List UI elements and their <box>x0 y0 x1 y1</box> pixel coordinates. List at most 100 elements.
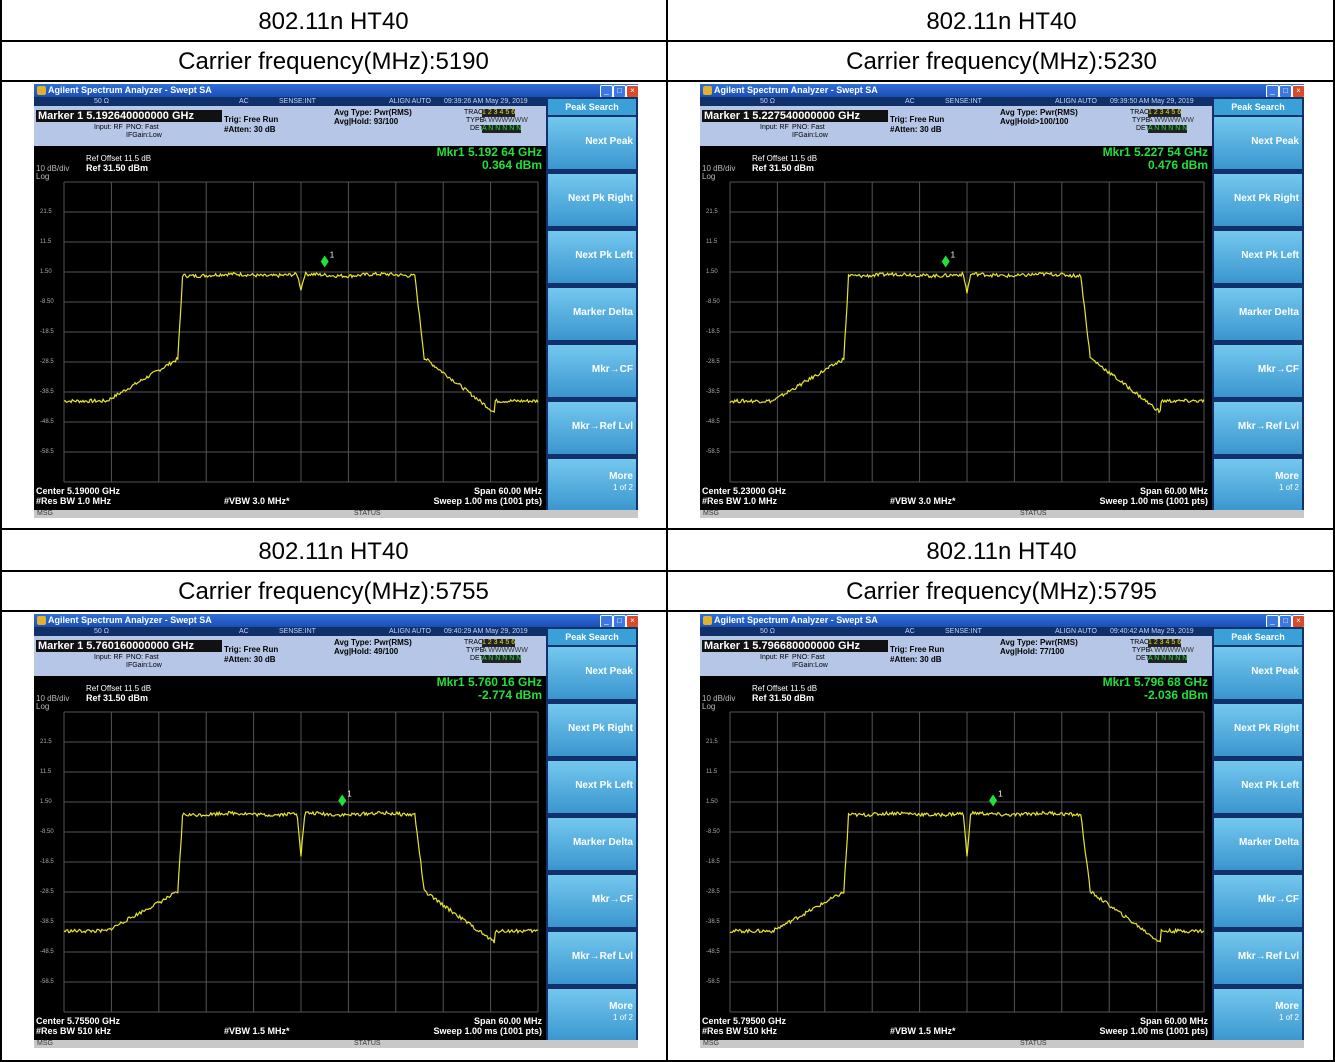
marker-frequency-box[interactable]: Marker 1 5.760160000000 GHz <box>36 640 222 652</box>
y-axis-tick-label: -38.5 <box>40 389 54 395</box>
vbw-text: #VBW 3.0 MHz* <box>890 496 956 506</box>
coupling-text: AC <box>905 98 915 105</box>
span-text: Span 60.00 MHz <box>473 1016 542 1026</box>
softkey-more[interactable]: More 1 of 2 <box>1214 989 1302 1041</box>
softkey-next-peak[interactable]: Next Peak <box>1214 117 1302 169</box>
softkey-label: More <box>609 471 633 482</box>
span-text: Span 60.00 MHz <box>1139 486 1208 496</box>
marker-readout-frequency: Mkr1 5.760 16 GHz <box>436 675 542 689</box>
marker-frequency-box[interactable]: Marker 1 5.192640000000 GHz <box>36 110 222 122</box>
sense-text: SENSE:INT <box>279 98 316 105</box>
softkey-next-pk-left[interactable]: Next Pk Left <box>548 761 636 813</box>
minimize-button[interactable]: _ <box>1266 85 1279 98</box>
status-strip: 50 Ω AC SENSE:INT ALIGN AUTO 09:39:26 AM May… <box>34 97 546 106</box>
softkey-more[interactable]: More 1 of 2 <box>548 989 636 1041</box>
window-title: Agilent Spectrum Analyzer - Swept SA <box>714 85 878 95</box>
det-label: DET <box>1136 125 1150 132</box>
spectrum-analyzer-window: Agilent Spectrum Analyzer - Swept SA _ □ × 5… <box>700 84 1304 518</box>
spectrum-trace <box>63 810 539 944</box>
softkey-next-pk-left[interactable]: Next Pk Left <box>548 231 636 283</box>
softkey-next-pk-right[interactable]: Next Pk Right <box>548 704 636 756</box>
softkey-sublabel: 1 of 2 <box>1278 483 1299 492</box>
softkey-mkr-cf[interactable]: Mkr→CF <box>548 875 636 927</box>
y-axis-tick-label: -48.5 <box>40 949 54 955</box>
spectrum-analyzer-window: Agilent Spectrum Analyzer - Swept SA _ □ × 5… <box>34 614 638 1048</box>
softkey-next-pk-right[interactable]: Next Pk Right <box>548 174 636 226</box>
y-axis-tick-label: -48.5 <box>40 419 54 425</box>
window-title: Agilent Spectrum Analyzer - Swept SA <box>714 615 878 625</box>
window-titlebar: Agilent Spectrum Analyzer - Swept SA _ □ × <box>700 614 1304 628</box>
log-text: Log <box>36 172 50 181</box>
softkey-mkr-ref-lvl[interactable]: Mkr→Ref Lvl <box>548 402 636 454</box>
y-axis-tick-label: -48.5 <box>706 949 720 955</box>
y-axis-tick-label: -28.5 <box>40 359 54 365</box>
softkey-marker-delta[interactable]: Marker Delta <box>548 818 636 870</box>
softkey-mkr-ref-lvl[interactable]: Mkr→Ref Lvl <box>1214 932 1302 984</box>
softkey-label: Mkr→CF <box>591 894 633 905</box>
vbw-text: #VBW 1.5 MHz* <box>224 1026 290 1036</box>
table-border <box>0 610 1335 612</box>
marker-frequency-box[interactable]: Marker 1 5.796680000000 GHz <box>702 640 888 652</box>
ifgain-text: IFGain:Low <box>126 662 162 669</box>
marker-header: Marker 1 5.227540000000 GHz Input: RF PNO:… <box>700 106 1212 146</box>
table-border <box>1333 0 1335 1062</box>
trace-label: TRACE <box>464 639 488 646</box>
softkey-next-pk-left[interactable]: Next Pk Left <box>1214 231 1302 283</box>
softkey-label: Next Peak <box>585 136 633 147</box>
impedance-text: 50 Ω <box>760 98 775 105</box>
y-axis-tick-label: -58.5 <box>706 449 720 455</box>
softkey-menu-title: Peak Search <box>548 629 636 645</box>
softkey-next-pk-right[interactable]: Next Pk Right <box>1214 174 1302 226</box>
graticule-and-trace: 1 <box>63 711 539 1013</box>
pno-text: PNO: Fast <box>792 124 825 131</box>
center-frequency-text: Center 5.79500 GHz <box>702 1016 787 1026</box>
type-values: A WWWWWW <box>482 117 528 124</box>
softkey-marker-delta[interactable]: Marker Delta <box>548 288 636 340</box>
timestamp-text: 09:39:26 AM May 29, 2019 <box>444 98 528 105</box>
ref-level-text: Ref 31.50 dBm <box>752 163 815 173</box>
message-bar: MSG STATUS <box>34 1040 638 1048</box>
softkey-mkr-cf[interactable]: Mkr→CF <box>1214 875 1302 927</box>
softkey-label: Next Peak <box>585 666 633 677</box>
softkey-next-peak[interactable]: Next Peak <box>548 117 636 169</box>
softkey-menu-title: Peak Search <box>548 99 636 115</box>
table-border <box>0 570 1335 572</box>
softkey-label: Marker Delta <box>572 837 633 848</box>
softkey-label: Next Pk Left <box>575 780 633 791</box>
trace-numbers: 1 2 3 4 5 6 <box>1148 109 1182 117</box>
table-border <box>666 0 668 1062</box>
softkey-more[interactable]: More 1 of 2 <box>1214 459 1302 511</box>
status-strip: 50 Ω AC SENSE:INT ALIGN AUTO 09:40:42 AM May… <box>700 627 1212 636</box>
message-bar: MSG STATUS <box>700 510 1304 518</box>
softkey-mkr-ref-lvl[interactable]: Mkr→Ref Lvl <box>1214 402 1302 454</box>
softkey-next-peak[interactable]: Next Peak <box>548 647 636 699</box>
spectrum-plot: Ref Offset 11.5 dB 10 dB/div Ref 31.50 dBm… <box>700 146 1212 510</box>
softkey-mkr-ref-lvl[interactable]: Mkr→Ref Lvl <box>548 932 636 984</box>
atten-text: #Atten: 30 dB <box>890 125 942 134</box>
marker-frequency-box[interactable]: Marker 1 5.227540000000 GHz <box>702 110 888 122</box>
type-values: A WWWWWW <box>482 647 528 654</box>
type-values: A WWWWWW <box>1148 647 1194 654</box>
align-text: ALIGN AUTO <box>1055 628 1097 635</box>
atten-text: #Atten: 30 dB <box>224 125 276 134</box>
softkey-next-pk-left[interactable]: Next Pk Left <box>1214 761 1302 813</box>
avg-type-text: Avg Type: Pwr(RMS) <box>334 638 412 647</box>
softkey-more[interactable]: More 1 of 2 <box>548 459 636 511</box>
avg-hold-text: Avg|Hold>100/100 <box>1000 117 1069 126</box>
softkey-mkr-cf[interactable]: Mkr→CF <box>548 345 636 397</box>
softkey-marker-delta[interactable]: Marker Delta <box>1214 818 1302 870</box>
softkey-next-pk-right[interactable]: Next Pk Right <box>1214 704 1302 756</box>
softkey-panel: Peak Search Next Peak Next Pk Right Next Pk… <box>1212 627 1304 1041</box>
y-axis-tick-label: -18.5 <box>706 329 720 335</box>
softkey-mkr-cf[interactable]: Mkr→CF <box>1214 345 1302 397</box>
pno-text: PNO: Fast <box>126 124 159 131</box>
y-axis-tick-label: -48.5 <box>706 419 720 425</box>
y-axis-tick-label: -8.50 <box>706 829 720 835</box>
softkey-next-peak[interactable]: Next Peak <box>1214 647 1302 699</box>
app-icon <box>37 86 46 95</box>
softkey-label: Next Pk Left <box>575 250 633 261</box>
panel-header-mode: 802.11n HT40 <box>926 8 1077 35</box>
input-text: Input: RF <box>760 124 789 131</box>
spectrum-plot: Ref Offset 11.5 dB 10 dB/div Ref 31.50 dBm… <box>34 146 546 510</box>
softkey-marker-delta[interactable]: Marker Delta <box>1214 288 1302 340</box>
